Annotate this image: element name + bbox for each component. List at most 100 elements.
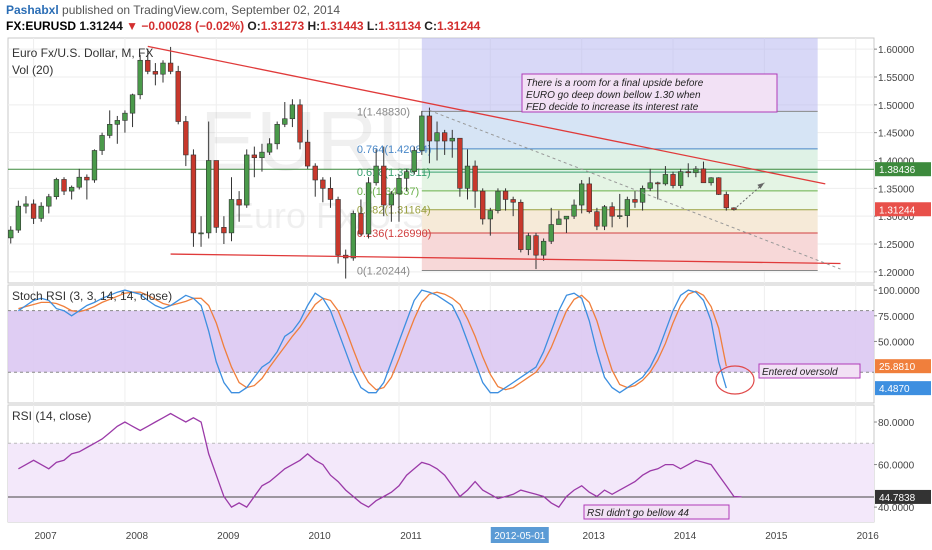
candle: [586, 177, 592, 214]
candle-body: [647, 182, 653, 189]
candle-body: [609, 206, 615, 217]
candle-body: [502, 190, 509, 200]
candle-body: [586, 183, 592, 213]
candle: [107, 110, 113, 139]
rsi-badge-bg: [875, 489, 931, 504]
candle: [160, 60, 166, 83]
candle: [30, 199, 37, 224]
candle-body: [365, 182, 372, 235]
rsi-badge: 44.7838: [879, 493, 916, 504]
time-tick-label: 2007: [34, 531, 57, 542]
candle: [15, 200, 22, 233]
candle: [403, 168, 410, 192]
candle: [327, 177, 334, 208]
candle-body: [228, 199, 235, 234]
candle: [145, 48, 151, 75]
chart-header: Pashabxl published on TradingView.com, S…: [0, 0, 932, 36]
annotation-line: EURO go deep down bellow 1.30 when: [526, 90, 701, 101]
candle-body: [639, 188, 646, 203]
candle-body: [244, 154, 250, 206]
candle: [53, 177, 60, 200]
crosshair-date-bg: [490, 527, 549, 543]
candle-body: [487, 210, 493, 220]
rsi-band: [8, 443, 874, 522]
candle-body: [122, 112, 128, 121]
candle-body: [213, 160, 219, 228]
candle-body: [518, 201, 524, 250]
candle: [381, 146, 387, 217]
candle-body: [76, 176, 82, 188]
fib-zone: [421, 232, 818, 271]
level-price-badge: 1.38436: [879, 165, 916, 176]
candle: [259, 143, 265, 172]
candle: [419, 110, 425, 155]
author-link[interactable]: Pashabxl: [6, 3, 59, 17]
fib-level-label: 1(1.48830): [357, 106, 410, 118]
candle: [662, 166, 669, 186]
candle-body: [312, 165, 318, 181]
candle-body: [68, 186, 75, 192]
candle: [480, 188, 486, 225]
stoch-annotation-box: [758, 363, 861, 379]
candle: [723, 191, 729, 211]
candle-body: [662, 174, 669, 185]
candle-body: [320, 179, 326, 189]
stoch-d-line: [18, 290, 727, 391]
time-tick-label: 2011: [400, 531, 422, 542]
candle-body: [167, 62, 174, 72]
time-tick-label: 2013: [583, 531, 606, 542]
candle-body: [670, 174, 676, 186]
candle-body: [107, 124, 113, 136]
price-tick-label: 1.60000: [878, 45, 915, 56]
candle-body: [396, 178, 402, 195]
price-tick-label: 1.50000: [878, 101, 915, 112]
price-tick-label: 1.35000: [878, 184, 915, 195]
candle: [685, 163, 691, 178]
candle: [495, 188, 501, 214]
candle-body: [350, 213, 356, 259]
candle-body: [403, 171, 410, 179]
candle-body: [426, 115, 433, 142]
price-tick-label: 1.45000: [878, 129, 915, 140]
candle: [601, 205, 608, 231]
candle: [304, 129, 311, 169]
candle: [312, 163, 318, 197]
candle: [388, 191, 395, 222]
stoch-k-badge: 4.4870: [879, 384, 910, 395]
price-tick-label: 1.25000: [878, 240, 915, 251]
candle-body: [274, 124, 280, 145]
candle: [533, 232, 539, 270]
candle-body: [297, 104, 303, 143]
candle: [434, 121, 440, 161]
candle-body: [563, 215, 570, 220]
candle: [228, 177, 235, 242]
trend-line: [147, 45, 826, 185]
candle: [236, 191, 242, 222]
candle: [556, 210, 562, 225]
candle-body: [84, 176, 90, 181]
publish-info: published on TradingView.com, September …: [62, 3, 341, 17]
candle-body: [61, 179, 67, 192]
price-tick-label: 1.55000: [878, 73, 915, 84]
candle: [198, 216, 204, 247]
candle: [426, 107, 433, 164]
candle-body: [145, 59, 151, 72]
candle-body: [137, 59, 143, 96]
candle-body: [449, 137, 455, 142]
symbol-name[interactable]: FX:EURUSD: [6, 19, 77, 33]
candle-body: [480, 190, 486, 220]
current-price-badge: 1.31244: [879, 205, 916, 216]
stoch-band: [8, 310, 874, 373]
candle: [320, 177, 326, 203]
candle-body: [114, 120, 120, 125]
candle-body: [472, 165, 478, 192]
time-tick-label: 2010: [309, 531, 332, 542]
candle: [700, 161, 707, 184]
candle: [213, 160, 219, 233]
candle-body: [617, 215, 623, 217]
candle-body: [23, 203, 29, 207]
price-tick-label: 1.30000: [878, 212, 915, 223]
time-tick-label: 2014: [674, 531, 697, 542]
rsi-annotation-box: [583, 504, 730, 520]
